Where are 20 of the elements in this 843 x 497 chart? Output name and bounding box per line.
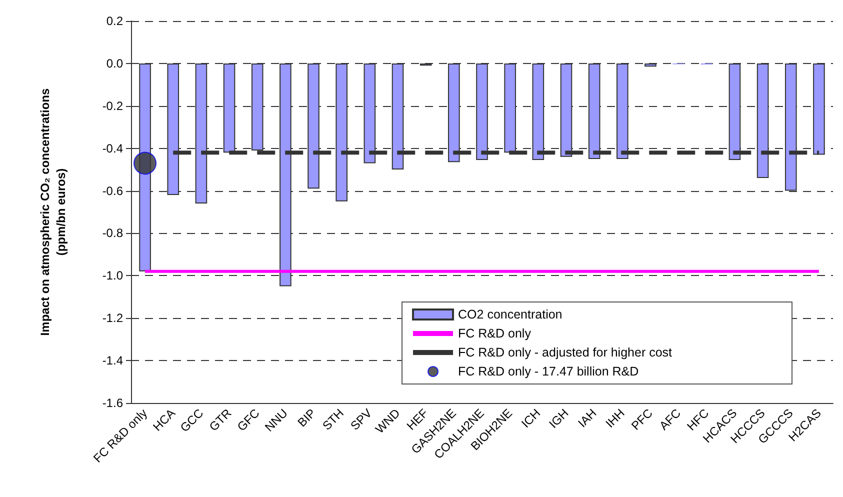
legend-label: FC R&D only	[458, 326, 532, 340]
x-tick-label: IHH	[602, 406, 628, 431]
y-tick-label: -0.4	[102, 141, 124, 156]
y-tick-label: -1.2	[102, 311, 124, 326]
x-tick-label: IAH	[575, 406, 600, 430]
legend-label: CO2 concentration	[458, 308, 562, 322]
legend-label: FC R&D only - adjusted for higher cost	[458, 346, 673, 360]
y-axis-title: Impact on atmospheric CO₂ concentrations (ppm/bn euros)	[38, 88, 68, 336]
y-tick-label: -1.0	[102, 268, 124, 283]
y-tick-label: 0.0	[106, 56, 124, 70]
y-tick-label: -0.6	[102, 184, 124, 198]
x-tick-label: BIP	[294, 406, 318, 430]
y-tick-label: -0.2	[102, 98, 124, 113]
y-tick-label: -1.4	[102, 354, 124, 368]
y-tick-label: -0.8	[102, 226, 124, 240]
legend-label: FC R&D only - 17.47 billion R&D	[458, 364, 639, 378]
y-tick-label: 0.2	[106, 14, 124, 28]
x-tick-label: IGH	[546, 406, 572, 432]
x-tick-label: ICH	[518, 406, 544, 431]
y-tick-label: -1.6	[102, 396, 124, 410]
